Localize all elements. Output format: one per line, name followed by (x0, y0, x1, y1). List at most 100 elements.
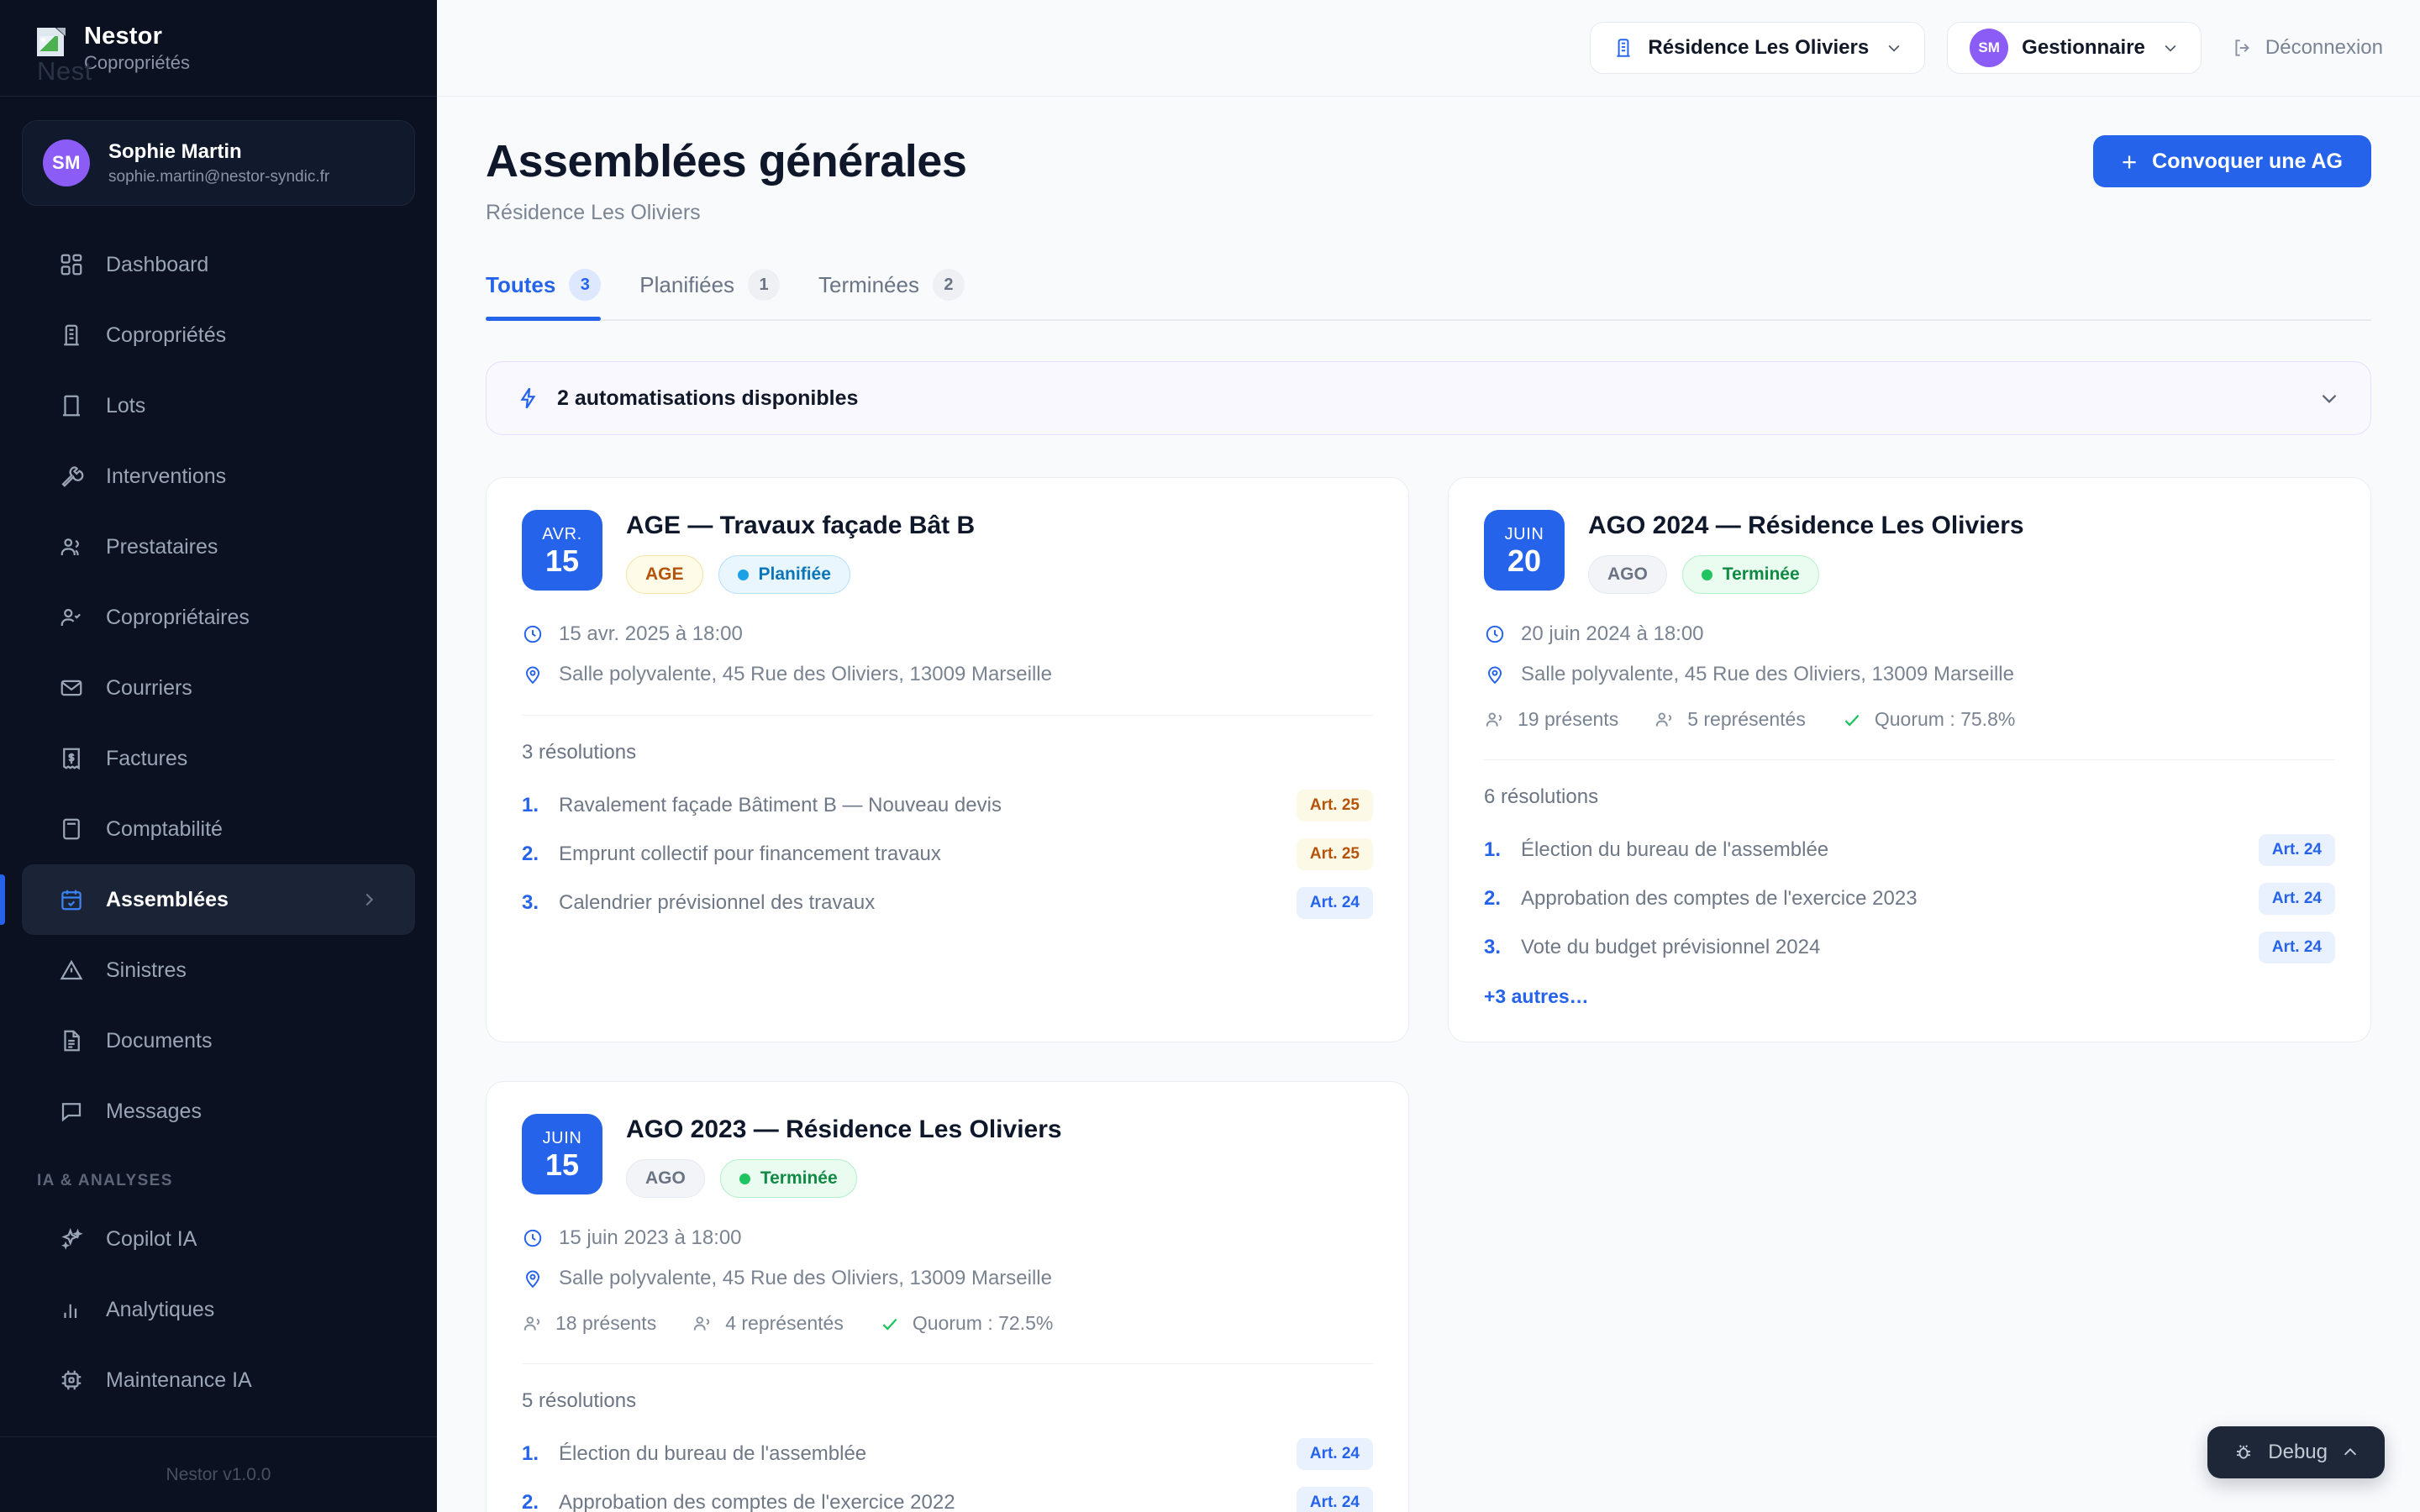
quorum-label: Quorum : 72.5% (912, 1312, 1054, 1334)
quorum-stat: Quorum : 72.5% (879, 1312, 1053, 1335)
divider (522, 715, 1373, 716)
divider (1484, 759, 2335, 760)
tab-label: Toutes (486, 271, 556, 297)
sidebar-item-prestataires[interactable]: Prestataires (22, 512, 415, 582)
building-icon (1612, 37, 1634, 59)
location-row: Salle polyvalente, 45 Rue des Oliviers, … (522, 663, 1373, 686)
resolution-label: Élection du bureau de l'assemblée (559, 1442, 867, 1465)
tab-count: 2 (932, 269, 965, 301)
plus-icon: + (2122, 146, 2138, 176)
sidebar-item-interventions[interactable]: Interventions (22, 441, 415, 512)
chevron-down-icon[interactable] (2318, 387, 2340, 409)
divider (522, 1363, 1373, 1364)
resolution-label: Approbation des comptes de l'exercice 20… (559, 1491, 955, 1512)
resolution-label: Ravalement façade Bâtiment B — Nouveau d… (559, 794, 1002, 816)
assembly-card[interactable]: JUIN 15 AGO 2023 — Résidence Les Olivier… (486, 1081, 1409, 1512)
tab-label: Planifiées (639, 271, 735, 297)
tab-planifiees[interactable]: Planifiées 1 (634, 269, 813, 319)
sidebar-item-analytiques[interactable]: Analytiques (22, 1274, 415, 1345)
convoquer-ag-button[interactable]: + Convoquer une AG (2093, 135, 2371, 187)
sparkles-icon (59, 1226, 84, 1252)
date-day: 20 (1507, 543, 1542, 578)
sidebar-item-coproprietaires[interactable]: Copropriétaires (22, 582, 415, 653)
user-email: sophie.martin@nestor-syndic.fr (108, 167, 330, 186)
map-pin-icon (1484, 664, 1506, 685)
sidebar-item-coproprietes[interactable]: Copropriétés (22, 300, 415, 370)
tab-count: 1 (748, 269, 781, 301)
sidebar-nav: Dashboard Copropriétés Lots Intervention… (0, 218, 437, 1436)
property-selector[interactable]: Résidence Les Oliviers (1590, 22, 1926, 74)
card-title: AGE — Travaux façade Bât B (626, 512, 976, 539)
sidebar-item-lots[interactable]: Lots (22, 370, 415, 441)
datetime-row: 15 avr. 2025 à 18:00 (522, 622, 1373, 646)
users-icon (59, 534, 84, 559)
type-badge: AGE (626, 555, 703, 594)
automations-banner[interactable]: 2 automatisations disponibles (486, 361, 2371, 435)
assembly-card[interactable]: AVR. 15 AGE — Travaux façade Bât B AGE P… (486, 477, 1409, 1042)
resolution-row[interactable]: 2. Emprunt collectif pour financement tr… (522, 832, 1373, 877)
sidebar-item-documents[interactable]: Documents (22, 1005, 415, 1076)
resolution-row[interactable]: 1. Élection du bureau de l'assemblée Art… (522, 1431, 1373, 1477)
card-title: AGO 2023 — Résidence Les Oliviers (626, 1116, 1062, 1143)
tab-terminees[interactable]: Terminées 2 (813, 269, 998, 319)
brand-name: Nestor (84, 22, 163, 50)
resolution-number: 2. (522, 1491, 539, 1512)
logout-button[interactable]: Déconnexion (2223, 36, 2383, 60)
building-icon (59, 323, 84, 348)
bar-chart-icon (59, 1297, 84, 1322)
sidebar-item-label: Copropriétés (106, 323, 227, 347)
users-icon (1654, 709, 1676, 731)
debug-label: Debug (2268, 1441, 2328, 1463)
presents-label: 18 présents (555, 1312, 657, 1334)
sidebar-item-factures[interactable]: Factures (22, 723, 415, 794)
assembly-cards-grid: AVR. 15 AGE — Travaux façade Bât B AGE P… (486, 477, 2371, 1512)
clock-icon (522, 623, 544, 645)
assembly-card[interactable]: JUIN 20 AGO 2024 — Résidence Les Olivier… (1448, 477, 2371, 1042)
sidebar-item-label: Messages (106, 1099, 202, 1123)
resolution-row[interactable]: 2. Approbation des comptes de l'exercice… (522, 1480, 1373, 1512)
resolution-label: Vote du budget prévisionnel 2024 (1521, 936, 1821, 958)
presents-label: 19 présents (1518, 708, 1619, 730)
user-profile-card[interactable]: SM Sophie Martin sophie.martin@nestor-sy… (22, 120, 415, 206)
debug-widget[interactable]: Debug (2207, 1426, 2385, 1478)
resolution-row[interactable]: 2. Approbation des comptes de l'exercice… (1484, 876, 2335, 921)
sidebar: Nest Nestor Copropriétés SM Sophie Marti… (0, 0, 437, 1512)
sidebar-item-maintenance-ia[interactable]: Maintenance IA (22, 1345, 415, 1415)
page-subtitle: Résidence Les Oliviers (486, 201, 701, 224)
users-icon (1484, 709, 1506, 731)
sidebar-item-courriers[interactable]: Courriers (22, 653, 415, 723)
resolutions-list: 1. Élection du bureau de l'assemblée Art… (522, 1431, 1373, 1512)
resolution-row[interactable]: 3. Vote du budget prévisionnel 2024 Art.… (1484, 925, 2335, 970)
card-title: AGO 2024 — Résidence Les Oliviers (1588, 512, 2024, 539)
check-icon (879, 1313, 901, 1335)
sidebar-item-label: Documents (106, 1028, 213, 1053)
clock-icon (1484, 623, 1506, 645)
tab-toutes[interactable]: Toutes 3 (486, 269, 634, 321)
sidebar-item-sinistres[interactable]: Sinistres (22, 935, 415, 1005)
status-badge-label: Terminée (1722, 564, 1800, 584)
resolution-label: Calendrier prévisionnel des travaux (559, 891, 876, 914)
article-badge: Art. 24 (1296, 887, 1373, 919)
card-meta: 15 juin 2023 à 18:00 Salle polyvalente, … (522, 1226, 1373, 1290)
more-resolutions-link[interactable]: +3 autres… (1484, 985, 1589, 1007)
resolution-row[interactable]: 1. Ravalement façade Bâtiment B — Nouvea… (522, 783, 1373, 828)
resolution-row[interactable]: 1. Élection du bureau de l'assemblée Art… (1484, 827, 2335, 873)
sidebar-item-label: Sinistres (106, 958, 187, 982)
convoquer-ag-label: Convoquer une AG (2152, 149, 2343, 173)
date-badge: JUIN 15 (522, 1114, 602, 1194)
resolution-row[interactable]: 3. Calendrier prévisionnel des travaux A… (522, 880, 1373, 926)
sidebar-item-copilot-ia[interactable]: Copilot IA (22, 1204, 415, 1274)
logo-alt-text: Nest (37, 56, 92, 86)
resolution-number: 1. (522, 1442, 539, 1465)
sidebar-item-dashboard[interactable]: Dashboard (22, 229, 415, 300)
sidebar-item-comptabilite[interactable]: Comptabilité (22, 794, 415, 864)
property-selector-label: Résidence Les Oliviers (1648, 36, 1870, 59)
status-dot-icon (737, 569, 749, 580)
type-badge: AGO (626, 1159, 705, 1198)
brand-header[interactable]: Nest Nestor Copropriétés (0, 0, 437, 97)
type-badge: AGO (1588, 555, 1667, 594)
sidebar-item-assemblees[interactable]: Assemblées (0, 864, 415, 935)
sidebar-item-messages[interactable]: Messages (22, 1076, 415, 1147)
role-selector[interactable]: SM Gestionnaire (1947, 22, 2202, 74)
automations-label: 2 automatisations disponibles (557, 386, 859, 410)
